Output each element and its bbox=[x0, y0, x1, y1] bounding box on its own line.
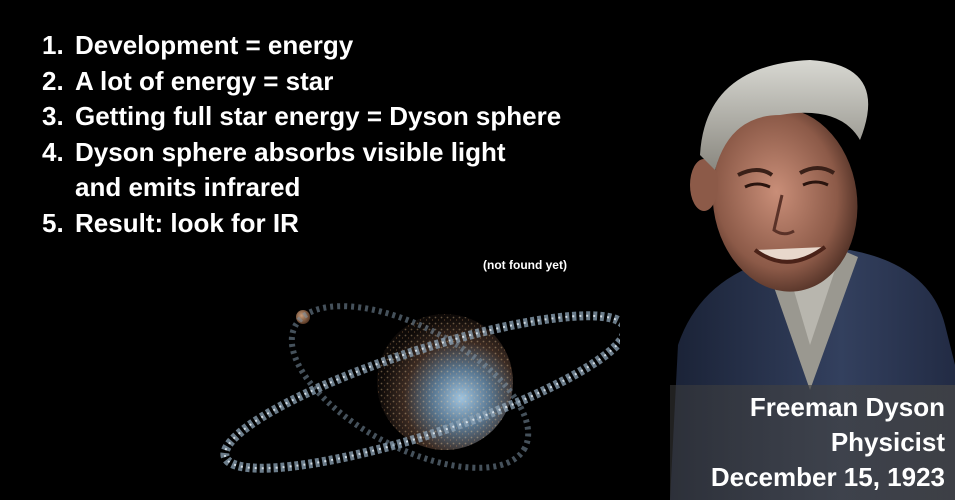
point-number: 2. bbox=[42, 65, 64, 96]
moon-shape bbox=[296, 310, 310, 324]
eye-right-shape bbox=[802, 180, 829, 187]
birth-date: December 15, 1923 bbox=[710, 462, 945, 492]
point-item: 1. Development = energy bbox=[42, 28, 561, 64]
structure-ring-highlight-shape bbox=[223, 314, 620, 470]
point-number: 4. bbox=[42, 136, 64, 167]
eye-left-shape bbox=[744, 182, 771, 189]
hair-shape bbox=[700, 60, 869, 170]
point-text: Getting full star energy = Dyson sphere bbox=[75, 101, 562, 131]
point-continuation: and emits infrared bbox=[75, 172, 301, 202]
point-number: 3. bbox=[42, 101, 64, 131]
point-text: Development = energy bbox=[75, 30, 354, 60]
caption-band: Freeman Dyson Physicist December 15, 192… bbox=[670, 385, 955, 500]
point-item: 5. Result: look for IR bbox=[42, 206, 561, 242]
point-text: A lot of energy = star bbox=[75, 65, 334, 96]
point-item: 4. Dyson sphere absorbs visible light an… bbox=[42, 135, 561, 206]
brow-left-shape bbox=[737, 168, 774, 177]
point-number: 5. bbox=[42, 207, 64, 238]
not-found-note: (not found yet) bbox=[483, 258, 567, 272]
point-text: Result: look for IR bbox=[75, 207, 299, 238]
ear-shape bbox=[690, 159, 718, 211]
key-points-list: 1. Development = energy 2. A lot of ener… bbox=[42, 28, 561, 241]
face-shape bbox=[712, 108, 858, 292]
point-text: Dyson sphere absorbs visible light bbox=[75, 136, 506, 167]
point-item: 3. Getting full star energy = Dyson sphe… bbox=[42, 99, 561, 135]
person-name: Freeman Dyson bbox=[749, 392, 945, 422]
structure-arc-shape bbox=[288, 303, 532, 471]
portrait-photo bbox=[670, 60, 955, 500]
point-item: 2. A lot of energy = star bbox=[42, 64, 561, 100]
point-number: 1. bbox=[42, 30, 64, 60]
person-title: Physicist bbox=[830, 427, 945, 457]
dyson-sphere-illustration bbox=[220, 303, 620, 473]
nose-shape bbox=[772, 194, 795, 236]
smile-shape bbox=[753, 245, 827, 264]
brow-right-shape bbox=[799, 166, 836, 175]
